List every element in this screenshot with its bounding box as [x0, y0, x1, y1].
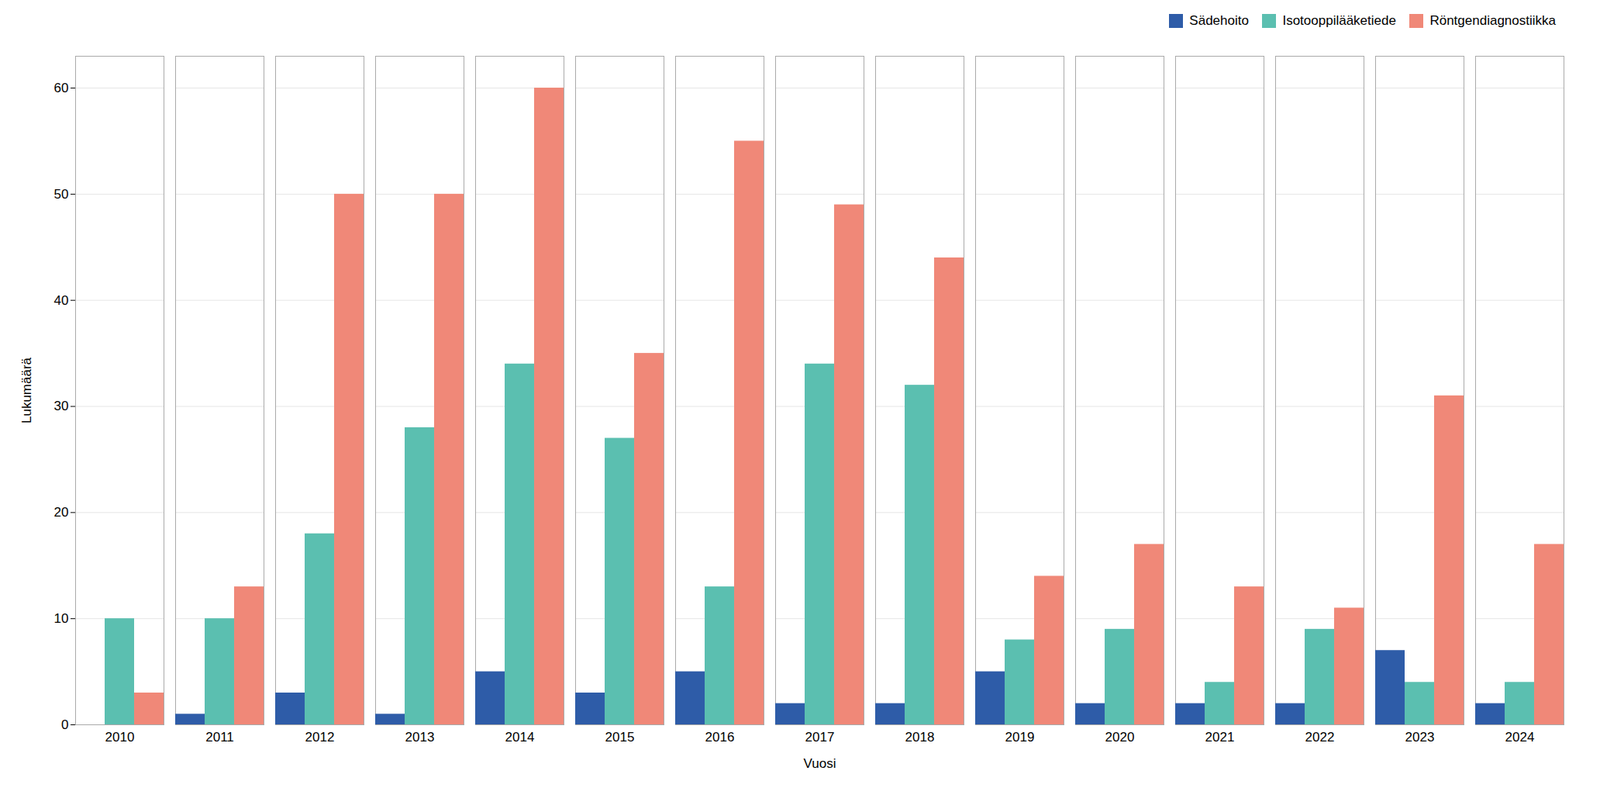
svg-text:2012: 2012 [305, 728, 335, 744]
svg-text:60: 60 [54, 79, 69, 95]
svg-text:0: 0 [61, 716, 69, 732]
svg-text:2017: 2017 [805, 728, 835, 744]
svg-text:2018: 2018 [905, 728, 935, 744]
svg-text:2010: 2010 [105, 728, 135, 744]
svg-text:2015: 2015 [605, 728, 635, 744]
html-text:Sädehoito: Sädehoito [1189, 12, 1249, 28]
svg-text:Vuosi: Vuosi [803, 755, 837, 770]
svg-text:2021: 2021 [1205, 728, 1235, 744]
svg-text:2023: 2023 [1405, 728, 1435, 744]
html-text:Röntgendiagnostiikka: Röntgendiagnostiikka [1429, 12, 1556, 28]
svg-text:20: 20 [54, 504, 69, 520]
svg-text:2024: 2024 [1505, 728, 1535, 744]
svg-text:2014: 2014 [505, 728, 535, 744]
svg-text:50: 50 [54, 186, 69, 201]
svg-text:2016: 2016 [705, 728, 735, 744]
svg-text:10: 10 [54, 610, 69, 626]
svg-text:2011: 2011 [205, 728, 235, 744]
svg-text:2020: 2020 [1105, 728, 1135, 744]
svg-text:30: 30 [54, 398, 69, 414]
svg-text:2022: 2022 [1305, 728, 1335, 744]
svg-text:40: 40 [54, 292, 69, 307]
html-text:Isotooppilääketiede: Isotooppilääketiede [1282, 12, 1397, 28]
svg-text:2019: 2019 [1005, 728, 1035, 744]
svg-text:2013: 2013 [405, 728, 435, 744]
svg-text:Lukumäärä: Lukumäärä [19, 356, 35, 424]
